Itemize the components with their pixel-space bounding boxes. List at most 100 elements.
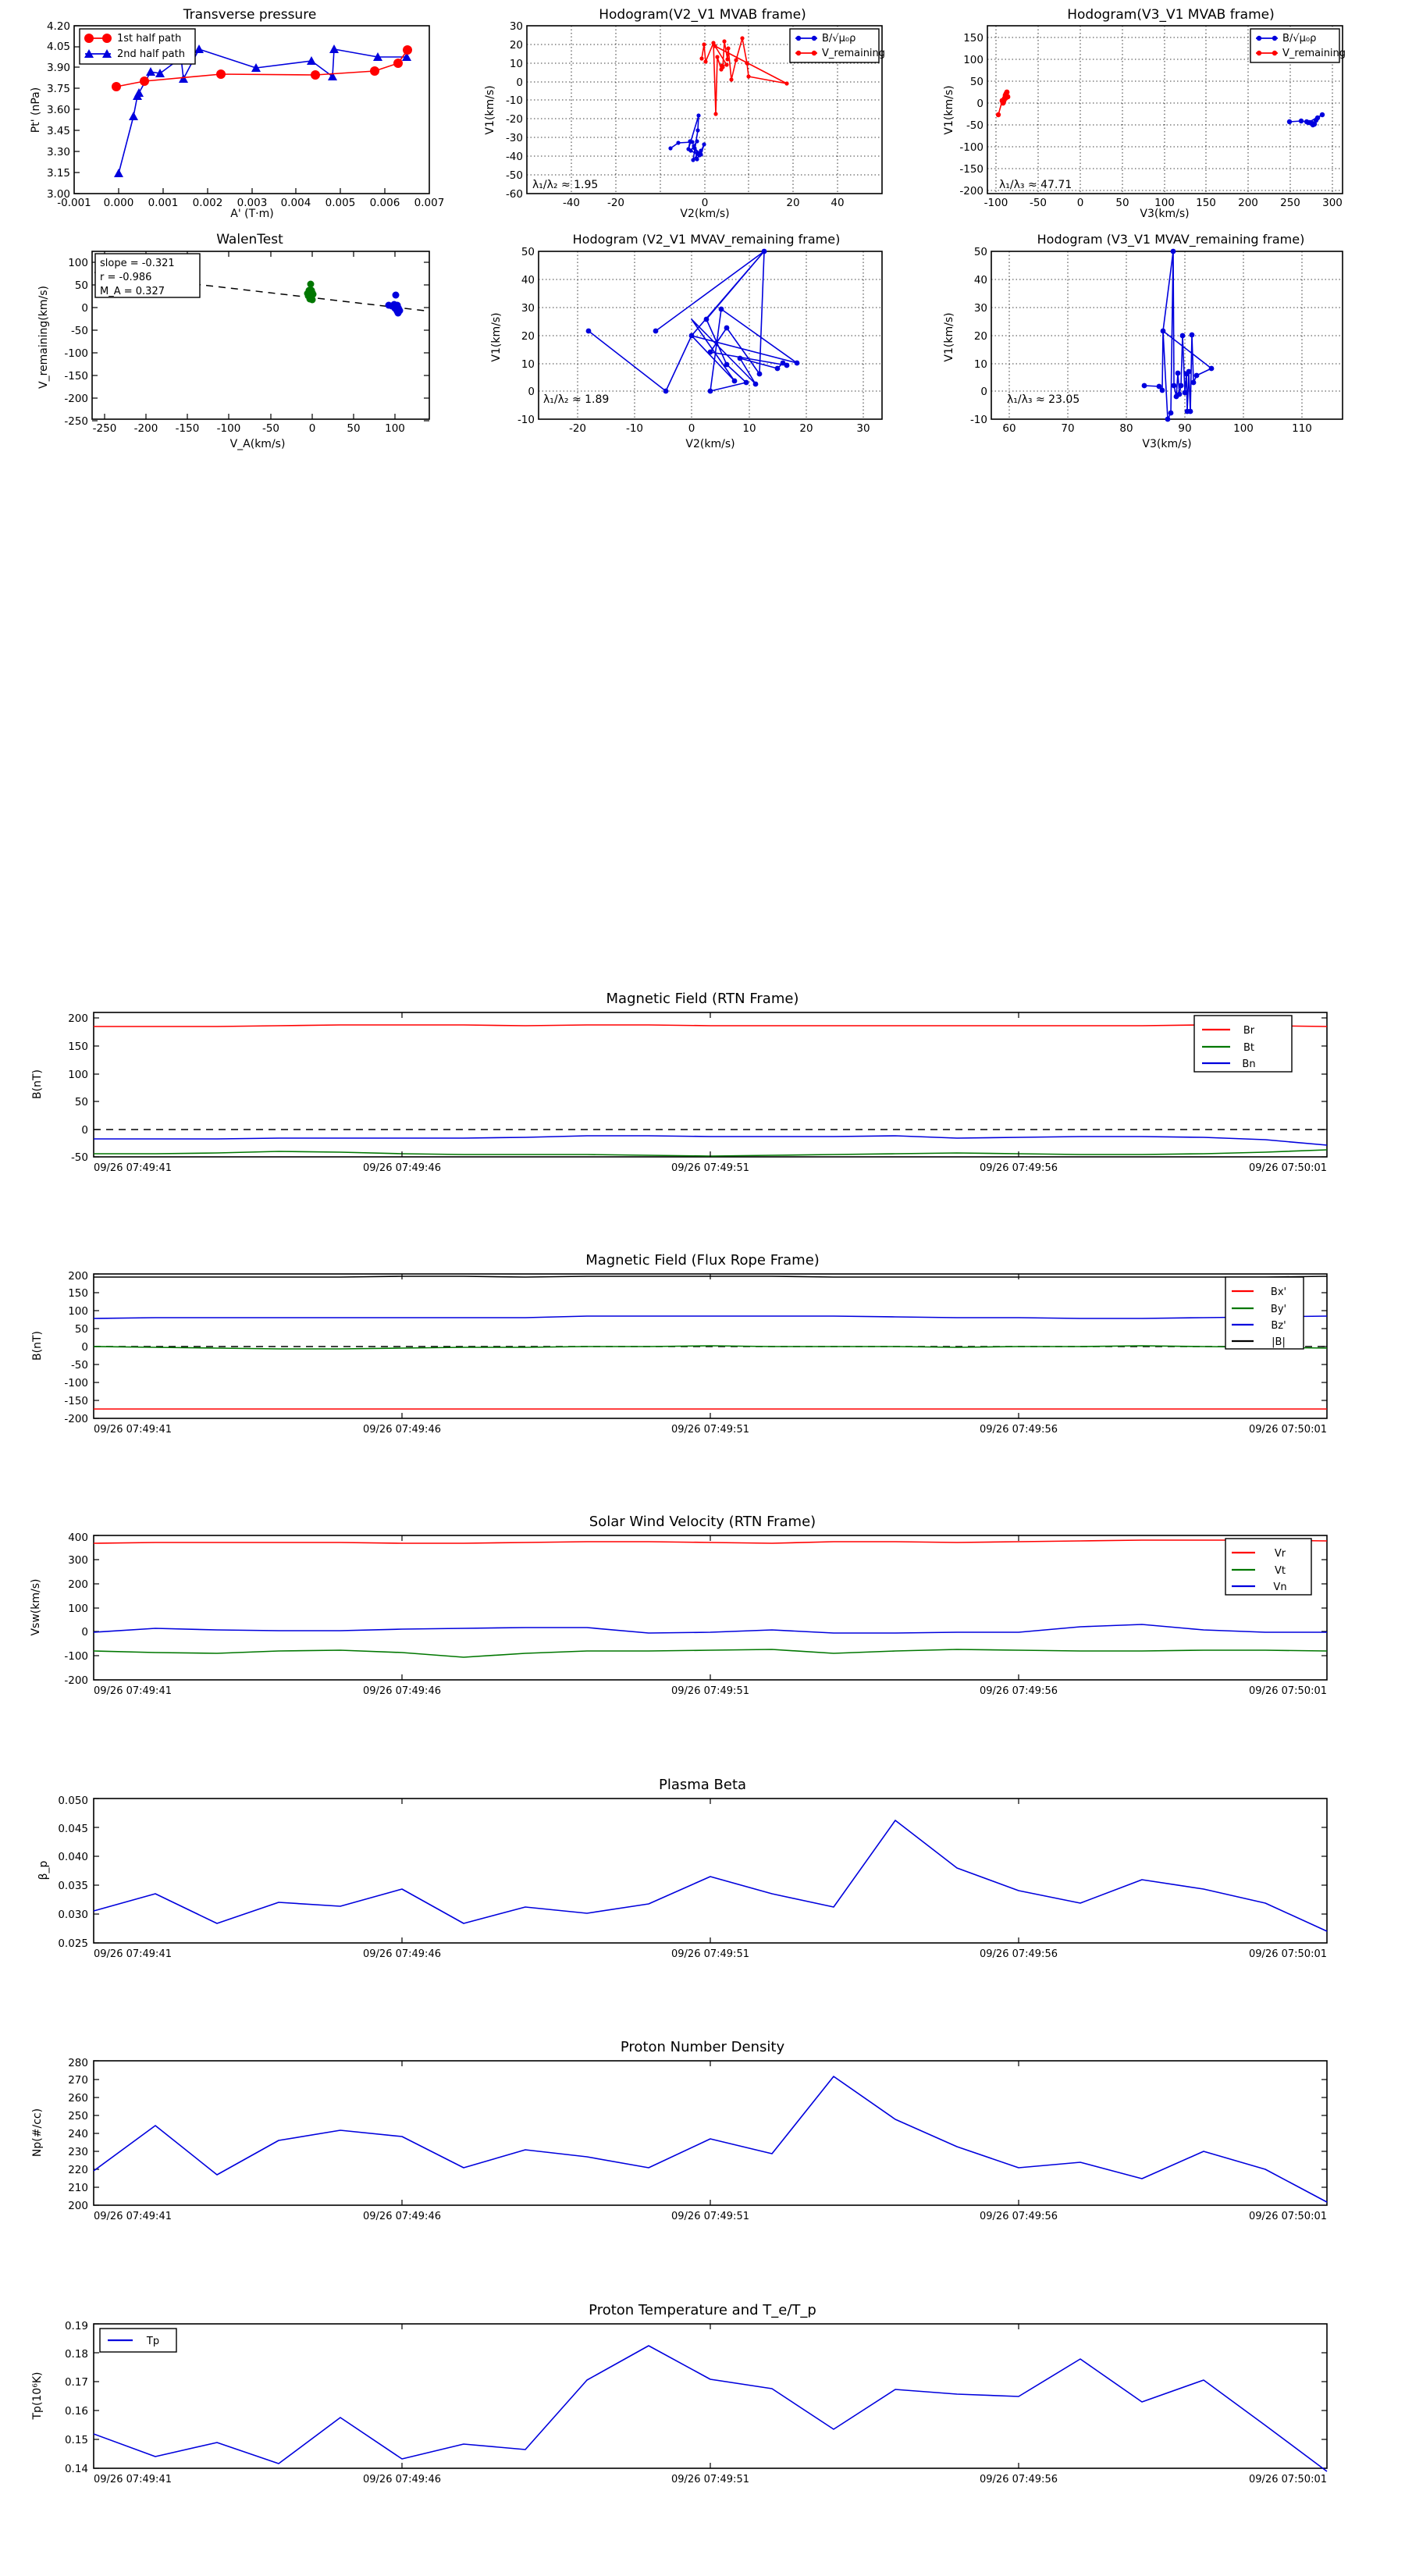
grid-lines	[539, 251, 882, 419]
svg-text:150: 150	[1196, 197, 1216, 209]
svg-text:09/26 07:50:01: 09/26 07:50:01	[1249, 1424, 1327, 1436]
x-tick-labels: 09/26 07:49:41 09/26 07:49:46 09/26 07:4…	[94, 1948, 1327, 1960]
svg-text:09/26 07:49:56: 09/26 07:49:56	[980, 1162, 1058, 1174]
svg-text:0: 0	[1077, 197, 1084, 209]
panel-hodogram-v2v1-mvab: Hodogram(V2_V1 MVAB frame) -60 -50 -40	[468, 6, 905, 220]
x-tick-marks	[401, 2324, 1019, 2468]
x-tick-labels: 60 70 80 90 100 110	[1002, 422, 1311, 435]
series-hodogram	[588, 251, 798, 392]
x-axis-label: V3(km/s)	[1142, 438, 1191, 450]
y-tick-labels: -250 -200 -150 -100 -50 0 50 100	[64, 257, 88, 428]
grid-lines	[991, 251, 1343, 419]
series-bn	[94, 1135, 1328, 1146]
legend[interactable]: B/√μ₀ρ V_remaining	[1250, 28, 1346, 63]
svg-text:0: 0	[81, 1341, 88, 1354]
svg-text:09/26 07:49:46: 09/26 07:49:46	[363, 2474, 441, 2485]
svg-text:10: 10	[974, 358, 987, 371]
svg-text:100: 100	[68, 1603, 88, 1615]
svg-text:100: 100	[68, 257, 88, 269]
svg-text:-50: -50	[506, 169, 523, 182]
x-tick-labels: -100 -50 0 50 100 150 200 250 300	[984, 197, 1343, 209]
y-tick-marks	[94, 2060, 1327, 2206]
svg-text:09/26 07:49:41: 09/26 07:49:41	[94, 1162, 172, 1174]
svg-text:20: 20	[799, 422, 813, 435]
panel-title: Proton Temperature and T_e/T_p	[589, 2302, 816, 2318]
panel-hodogram-v3v1-mvav: Hodogram (V3_V1 MVAV_remaining frame) -1…	[921, 228, 1389, 454]
x-tick-marks	[401, 1012, 1019, 1157]
x-tick-labels: 09/26 07:49:41 09/26 07:49:46 09/26 07:4…	[94, 2474, 1327, 2485]
svg-text:200: 200	[68, 1578, 88, 1591]
svg-text:100: 100	[963, 54, 984, 66]
svg-text:0.040: 0.040	[58, 1851, 88, 1863]
svg-text:50: 50	[974, 246, 987, 258]
svg-text:150: 150	[68, 1287, 88, 1300]
panel-title: Plasma Beta	[659, 1777, 746, 1793]
x-tick-labels: 09/26 07:49:41 09/26 07:49:46 09/26 07:4…	[94, 1162, 1327, 1174]
svg-text:-10: -10	[970, 414, 987, 426]
svg-text:-40: -40	[506, 151, 523, 163]
y-tick-marks	[94, 1798, 1327, 1944]
svg-text:0.14: 0.14	[65, 2463, 88, 2475]
legend-label-vt: Vt	[1275, 1565, 1286, 1577]
x-tick-marks	[401, 1535, 1019, 1680]
svg-text:20: 20	[974, 330, 987, 343]
svg-text:09/26 07:49:56: 09/26 07:49:56	[980, 1424, 1058, 1436]
series-vn	[93, 1624, 1327, 1634]
svg-text:260: 260	[68, 2092, 88, 2105]
svg-text:09/26 07:49:46: 09/26 07:49:46	[363, 2211, 441, 2222]
panel-plasma-beta: Plasma Beta 0.025 0.030 0.035 0.040 0.04…	[0, 1766, 1405, 1976]
y-tick-labels: -10 0 10 20 30 40 50	[518, 246, 535, 426]
x-tick-labels: -0.001 0.000 0.001 0.002 0.003 0.004 0.0…	[57, 197, 444, 209]
series-tp	[93, 2345, 1328, 2472]
legend[interactable]: Bx' By' Bz' |B|	[1225, 1276, 1304, 1350]
legend[interactable]: 1st half path 2nd half path	[79, 28, 196, 65]
svg-text:3.75: 3.75	[47, 83, 70, 95]
svg-text:-10: -10	[626, 422, 643, 435]
stat-r: r = -0.986	[100, 272, 151, 283]
svg-text:09/26 07:49:56: 09/26 07:49:56	[980, 1948, 1058, 1960]
x-axis-label: V3(km/s)	[1140, 208, 1189, 220]
svg-text:-10: -10	[506, 94, 523, 107]
legend[interactable]: Tp	[99, 2328, 177, 2353]
plot-area: 0.025 0.030 0.035 0.040 0.045 0.050	[37, 1795, 1328, 1960]
svg-text:-50: -50	[71, 325, 88, 337]
series-b-alfven-markers	[668, 113, 706, 162]
svg-text:20: 20	[510, 39, 523, 52]
svg-text:09/26 07:49:41: 09/26 07:49:41	[94, 2474, 172, 2485]
svg-text:-0.001: -0.001	[57, 197, 91, 209]
legend[interactable]: Br Bt Bn	[1193, 1015, 1293, 1073]
svg-text:100: 100	[1233, 422, 1254, 435]
x-tick-marks	[401, 1799, 1019, 1943]
svg-text:0: 0	[516, 76, 523, 89]
legend[interactable]: Vr Vt Vn	[1225, 1538, 1312, 1596]
svg-text:09/26 07:49:46: 09/26 07:49:46	[363, 1685, 441, 1697]
svg-text:09/26 07:50:01: 09/26 07:50:01	[1249, 2211, 1327, 2222]
series-2nd-half-path	[118, 48, 407, 174]
y-axis-label: V1(km/s)	[484, 85, 496, 134]
svg-text:100: 100	[68, 1069, 88, 1081]
series-bz	[93, 1315, 1328, 1319]
svg-text:-50: -50	[262, 422, 279, 435]
legend[interactable]: B/√μ₀ρ V_remaining	[789, 28, 885, 63]
y-axis-label: V1(km/s)	[943, 312, 955, 361]
x-tick-labels: 09/26 07:49:41 09/26 07:49:46 09/26 07:4…	[94, 2211, 1327, 2222]
svg-text:0.000: 0.000	[104, 197, 134, 209]
svg-text:-10: -10	[518, 414, 535, 426]
x-tick-marks	[118, 188, 386, 194]
eigenvalue-ratio-annotation: λ₁/λ₂ ≈ 1.95	[532, 179, 598, 191]
panel-magnetic-field-flux-rope: Magnetic Field (Flux Rope Frame) -200 -1…	[0, 1241, 1405, 1452]
panel-title: Hodogram(V2_V1 MVAB frame)	[599, 7, 806, 23]
svg-text:09/26 07:50:01: 09/26 07:50:01	[1249, 1685, 1327, 1697]
panel-title: WalenTest	[216, 232, 283, 247]
legend-label-bz: Bz'	[1271, 1320, 1286, 1332]
plot-area: -10 0 10 20 30 40 50 -20 -10 0 10 20 30	[490, 246, 883, 450]
series-proton-density	[93, 2076, 1328, 2203]
svg-text:09/26 07:49:46: 09/26 07:49:46	[363, 1948, 441, 1960]
svg-text:90: 90	[1178, 422, 1191, 435]
svg-text:0.025: 0.025	[58, 1937, 88, 1950]
svg-text:0.005: 0.005	[325, 197, 356, 209]
panel-title: Hodogram(V3_V1 MVAB frame)	[1067, 7, 1275, 23]
svg-text:50: 50	[347, 422, 360, 435]
svg-text:50: 50	[75, 279, 88, 292]
svg-text:0.004: 0.004	[281, 197, 311, 209]
